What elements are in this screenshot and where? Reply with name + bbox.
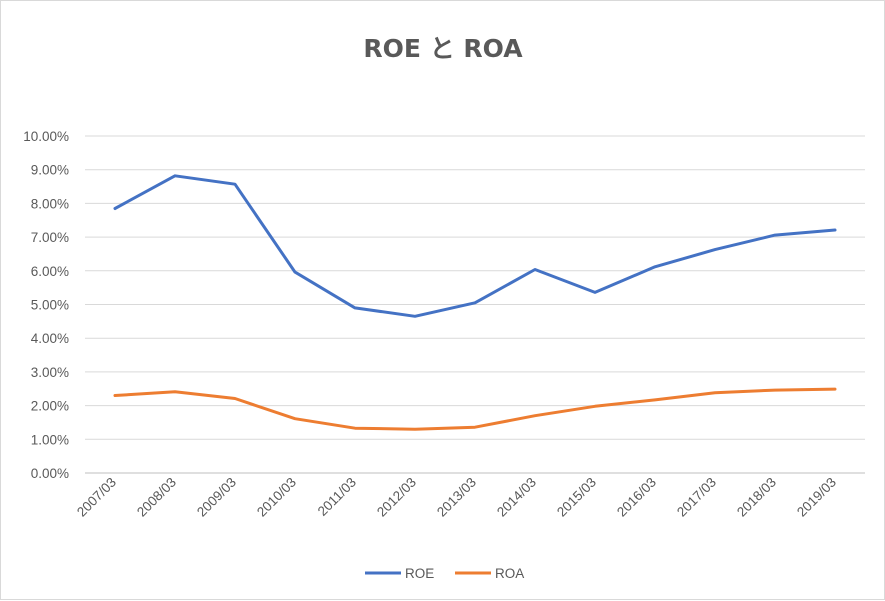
legend-label-roe: ROE bbox=[405, 566, 434, 581]
x-tick-label: 2009/03 bbox=[194, 475, 239, 520]
chart-title: ROE と ROA bbox=[363, 34, 523, 63]
y-tick-label: 1.00% bbox=[31, 432, 69, 447]
x-tick-label: 2014/03 bbox=[494, 475, 539, 520]
y-tick-label: 8.00% bbox=[31, 196, 69, 211]
x-tick-label: 2015/03 bbox=[554, 475, 599, 520]
y-tick-label: 3.00% bbox=[31, 365, 69, 380]
y-tick-label: 9.00% bbox=[31, 163, 69, 178]
x-tick-label: 2018/03 bbox=[734, 475, 779, 520]
series-line-roa bbox=[115, 389, 835, 429]
y-tick-label: 10.00% bbox=[23, 129, 69, 144]
y-tick-label: 4.00% bbox=[31, 331, 69, 346]
x-axis-ticks: 2007/03 2008/03 2009/03 2010/03 2011/03 2012/… bbox=[74, 475, 839, 520]
series-line-roe bbox=[115, 176, 835, 316]
x-tick-label: 2011/03 bbox=[315, 475, 359, 519]
gridlines bbox=[85, 136, 865, 473]
x-tick-label: 2008/03 bbox=[134, 475, 179, 520]
y-tick-label: 7.00% bbox=[31, 230, 69, 245]
legend-label-roa: ROA bbox=[495, 566, 524, 581]
x-tick-label: 2016/03 bbox=[614, 475, 659, 520]
y-tick-label: 5.00% bbox=[31, 298, 69, 313]
y-tick-label: 6.00% bbox=[31, 264, 69, 279]
y-tick-label: 0.00% bbox=[31, 466, 69, 481]
y-axis-ticks: 0.00% 1.00% 2.00% 3.00% 4.00% 5.00% 6.00% 7.00%… bbox=[23, 129, 69, 481]
x-tick-label: 2013/03 bbox=[434, 475, 479, 520]
x-tick-label: 2012/03 bbox=[374, 475, 419, 520]
y-tick-label: 2.00% bbox=[31, 399, 69, 414]
x-tick-label: 2010/03 bbox=[254, 475, 299, 520]
x-tick-label: 2007/03 bbox=[74, 475, 119, 520]
x-tick-label: 2017/03 bbox=[674, 475, 719, 520]
series-lines bbox=[115, 176, 835, 430]
x-tick-label: 2019/03 bbox=[794, 475, 839, 520]
legend: ROE ROA bbox=[365, 566, 524, 581]
